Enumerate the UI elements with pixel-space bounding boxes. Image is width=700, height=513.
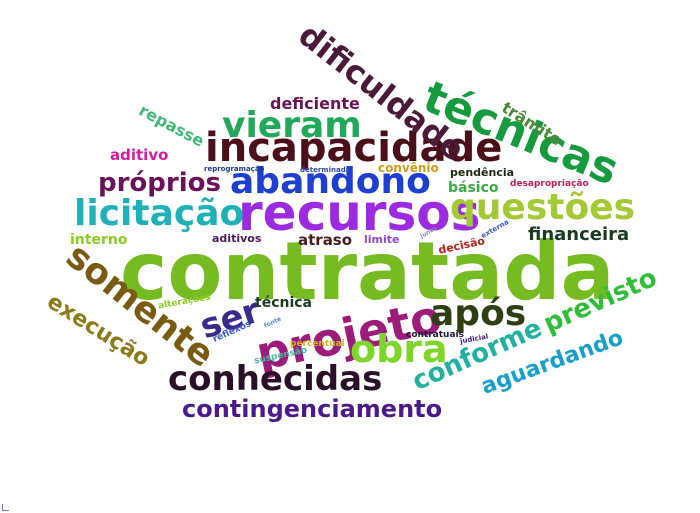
word-contratuais: contratuais <box>406 330 464 340</box>
word-proprios: próprios <box>98 168 221 198</box>
word-desapropriacao: desapropriação <box>510 179 589 189</box>
word-basico: básico <box>448 180 499 196</box>
word-recursos: recursos <box>238 184 481 242</box>
word-obra: obra <box>350 327 448 371</box>
word-tecnica: técnica <box>255 295 312 311</box>
word-determinada: determinada <box>300 166 351 174</box>
corner-mark <box>2 504 9 511</box>
word-reprogramacao: reprogramação <box>204 165 265 173</box>
word-abandono: abandono <box>230 161 431 202</box>
word-incapacidade: incapacidade <box>205 125 503 171</box>
word-contingenciamento: contingenciamento <box>182 395 443 423</box>
word-licitacao: licitação <box>74 193 245 234</box>
word-limite: limite <box>364 233 400 246</box>
word-apos: após <box>430 293 527 334</box>
word-convenio: convênio <box>378 161 439 175</box>
word-conhecidas: conhecidas <box>168 359 383 399</box>
word-vieram: vieram <box>222 105 362 146</box>
word-pendencia: pendência <box>450 166 515 179</box>
word-deficiente: deficiente <box>270 94 360 113</box>
word-interno: interno <box>70 232 128 248</box>
word-aditivos: aditivos <box>212 232 262 245</box>
word-percentual: percentual <box>290 339 345 349</box>
word-financeira: financeira <box>528 224 630 245</box>
word-repasse: repasse <box>135 100 208 151</box>
word-questoes: questões <box>450 187 636 228</box>
word-contratada: contratada <box>120 225 615 318</box>
word-atraso: atraso <box>298 231 353 249</box>
word-aditivo: aditivo <box>110 146 169 164</box>
